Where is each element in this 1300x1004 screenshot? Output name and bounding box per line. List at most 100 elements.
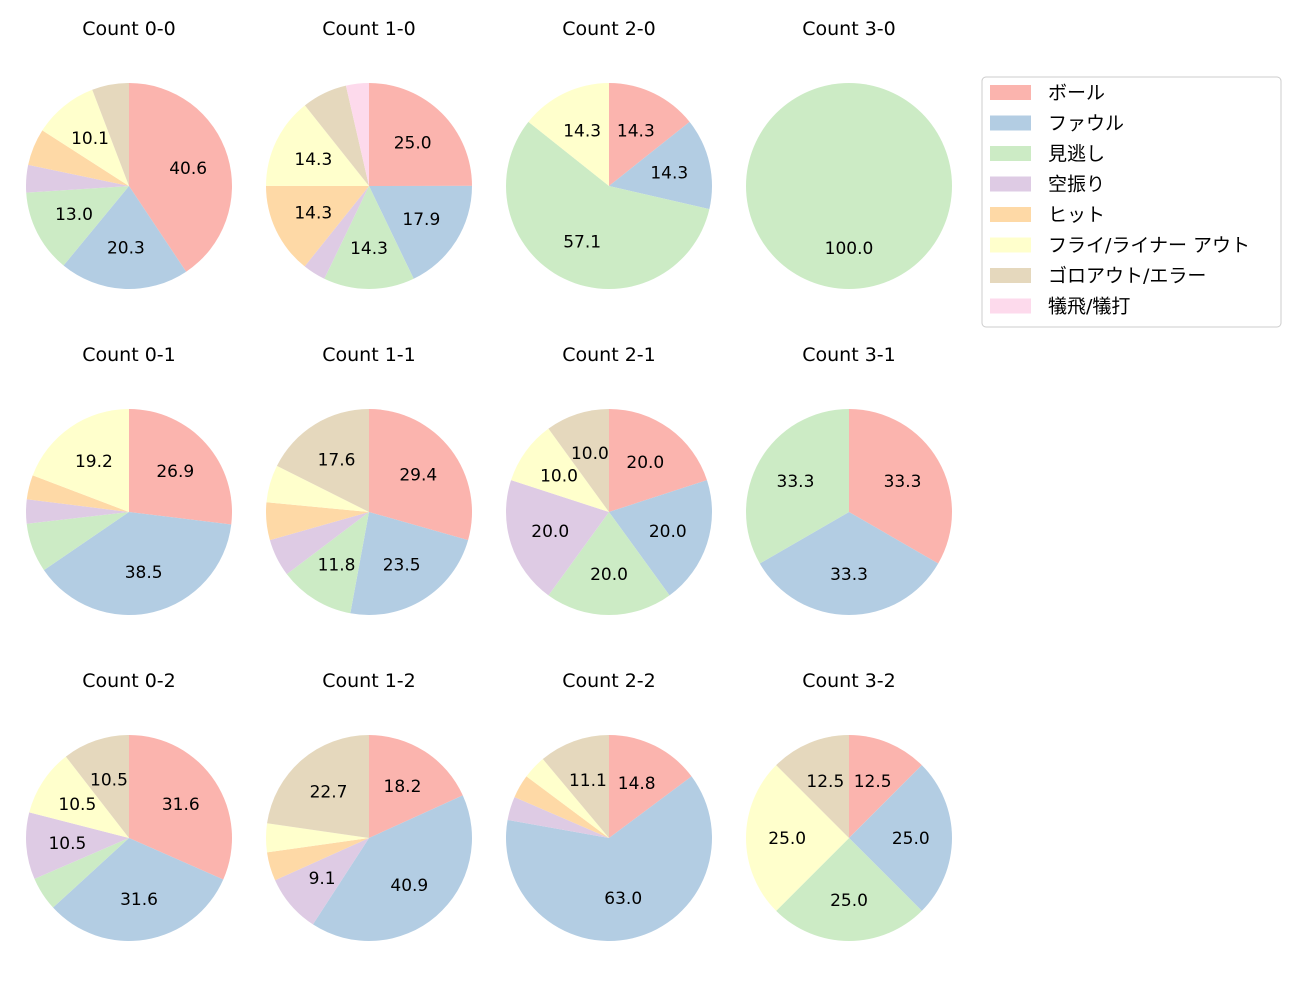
- pie-slice: [32, 409, 129, 512]
- pie-slice: [304, 85, 369, 186]
- legend-swatch: [990, 207, 1031, 222]
- pie-slice: [511, 428, 609, 512]
- pie-slice: [776, 838, 922, 941]
- pie-slice: [266, 185, 369, 267]
- legend-swatch: [990, 298, 1031, 314]
- pie-count-3-2: Count 3-2 12.5 25.0 25.0 25.0 12.5: [746, 670, 952, 941]
- legend-swatch: [990, 237, 1031, 253]
- pie-slice: [275, 838, 369, 925]
- pie-slice: [745, 409, 849, 564]
- legend-swatch: [990, 146, 1031, 161]
- slice-label: 14.3: [294, 150, 332, 170]
- slice-label: 25.0: [768, 829, 806, 849]
- slice-label: 14.3: [617, 121, 655, 141]
- pie-slice: [29, 756, 130, 838]
- pie-slice: [746, 83, 952, 289]
- pie-slice: [350, 512, 469, 615]
- pie-slice: [746, 765, 849, 911]
- pie-slice: [92, 83, 129, 186]
- slice-label: 14.3: [294, 204, 332, 224]
- slice-label: 38.5: [125, 563, 163, 583]
- slice-label: 10.5: [58, 795, 96, 815]
- slice-label: 25.0: [892, 829, 930, 849]
- slice-label: 20.0: [626, 453, 664, 473]
- slice-label: 14.8: [618, 774, 656, 794]
- slice-label: 57.1: [563, 233, 601, 253]
- slice-label: 17.9: [402, 210, 440, 230]
- legend-label: 空振り: [1048, 174, 1105, 196]
- pie-title: Count 1-2: [322, 670, 416, 692]
- pie-slice: [26, 186, 130, 266]
- slice-label: 20.3: [107, 239, 145, 259]
- pie-slice: [506, 121, 710, 290]
- pie-count-0-1: Count 0-1 26.9 38.5 19.2: [26, 344, 232, 615]
- slice-label: 10.5: [90, 771, 128, 791]
- pie-slice: [26, 512, 130, 571]
- slice-label: 19.2: [75, 452, 113, 472]
- pie-slice: [369, 409, 473, 541]
- pie-slice: [129, 409, 232, 525]
- slice-label: 20.0: [649, 522, 687, 542]
- pie-slice: [266, 105, 369, 186]
- pie-slice: [63, 186, 187, 289]
- legend-frame: [981, 76, 1282, 328]
- slice-label: 25.0: [830, 891, 868, 911]
- pie-slice: [266, 502, 369, 541]
- pie-slice: [267, 838, 369, 881]
- legend-label: ファウル: [1048, 113, 1124, 135]
- legend-label: 見逃し: [1048, 143, 1105, 165]
- slice-label: 14.3: [563, 121, 601, 141]
- slice-label: 12.5: [854, 772, 892, 792]
- pie-slice: [526, 759, 609, 838]
- pie-slice: [286, 512, 369, 614]
- slice-label: 10.1: [71, 129, 109, 149]
- slice-label: 12.5: [806, 772, 844, 792]
- slice-label: 33.3: [777, 472, 815, 492]
- slice-label: 31.6: [120, 890, 158, 910]
- pie-count-2-0: Count 2-0 14.3 14.3 57.1 14.3: [506, 18, 712, 290]
- pie-count-1-1: Count 1-1 29.4 23.5 11.8 17.6: [266, 344, 473, 615]
- slice-label: 26.9: [156, 462, 194, 482]
- pie-title: Count 1-1: [322, 344, 416, 366]
- pie-slice: [369, 185, 473, 279]
- legend-label: ボール: [1048, 82, 1105, 104]
- slice-label: 9.1: [309, 869, 336, 889]
- pie-title: Count 2-1: [562, 344, 656, 366]
- pie-slice: [369, 83, 472, 186]
- pie-count-0-2: Count 0-2 31.6 31.6 10.5 10.5 10.5: [25, 670, 232, 941]
- pie-title: Count 0-1: [82, 344, 176, 366]
- pie-slice: [548, 409, 609, 512]
- legend-swatch: [990, 268, 1031, 283]
- pie-slice: [42, 89, 130, 186]
- pie-slice: [506, 776, 712, 941]
- slice-label: 13.0: [55, 205, 93, 225]
- pie-count-2-1: Count 2-1 20.0 20.0 20.0 20.0 10.0 10.0: [506, 344, 712, 615]
- slice-label: 14.3: [350, 239, 388, 259]
- slice-label: 40.9: [390, 876, 428, 896]
- slice-label: 10.0: [540, 467, 578, 487]
- pie-slice: [609, 480, 712, 596]
- pie-slice: [609, 83, 690, 186]
- legend-swatch: [990, 85, 1031, 100]
- pie-title: Count 3-1: [802, 344, 896, 366]
- pie-slice: [609, 409, 707, 512]
- slice-label: 17.6: [318, 450, 356, 470]
- pie-slice: [65, 735, 129, 838]
- slice-label: 23.5: [383, 555, 421, 575]
- pie-slice: [849, 409, 952, 564]
- pie-count-3-0: Count 3-0 100.0: [746, 18, 952, 289]
- legend-swatch: [990, 115, 1031, 131]
- pie-slice: [506, 480, 609, 596]
- pie-slice: [324, 186, 414, 289]
- pie-slice: [759, 512, 939, 615]
- pie-title: Count 3-0: [802, 18, 896, 40]
- pie-slice: [26, 499, 129, 524]
- pie-count-1-0: Count 1-0 25.0 17.9 14.3 14.3 14.3: [266, 18, 473, 289]
- pie-count-1-2: Count 1-2 18.2 40.9 9.1 22.7: [266, 670, 472, 941]
- pie-slice: [43, 512, 232, 615]
- slice-label: 22.7: [310, 782, 348, 802]
- pie-slice: [345, 83, 369, 186]
- legend-label: ヒット: [1048, 204, 1105, 226]
- slice-label: 33.3: [830, 565, 868, 585]
